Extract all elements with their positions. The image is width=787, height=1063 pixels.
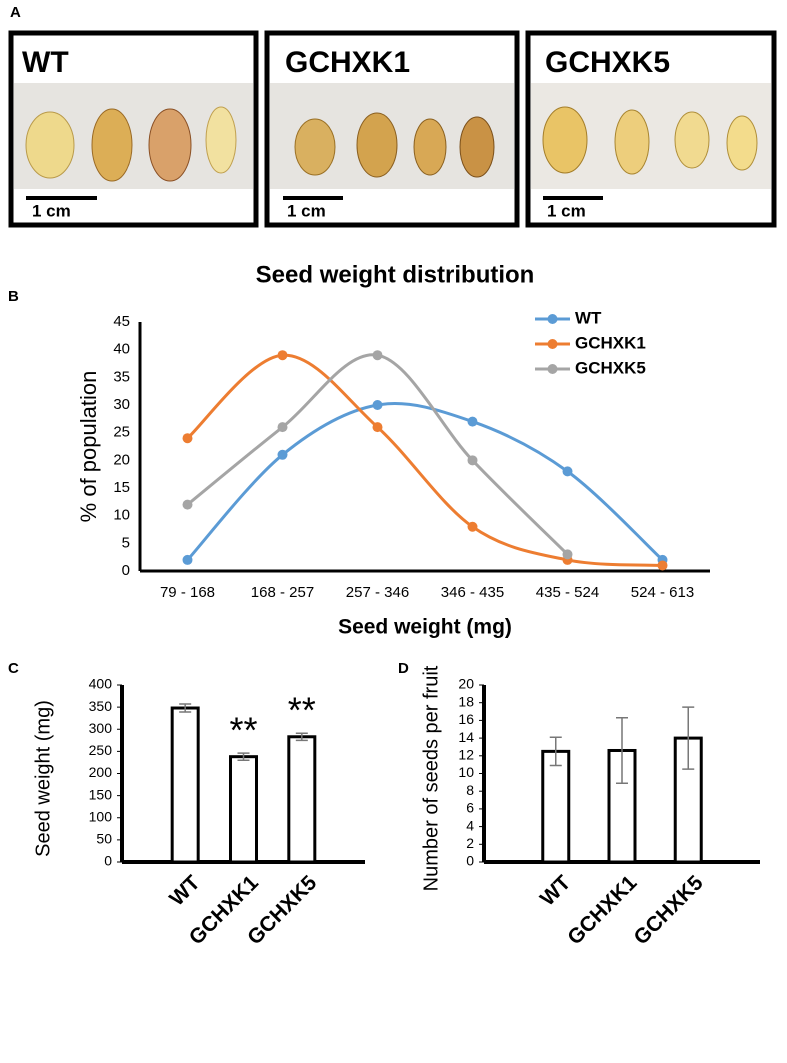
y-tick-label: 35 [113, 368, 130, 385]
legend-label: WT [575, 308, 602, 327]
photo-label: WT [22, 46, 69, 79]
y-tick-label: 200 [89, 764, 113, 780]
y-tick-label: 0 [104, 853, 112, 869]
y-tick-label: 14 [458, 729, 474, 745]
data-point [467, 455, 478, 466]
y-tick-label: 10 [113, 507, 130, 524]
photo-label: GCHXK1 [285, 46, 410, 79]
photo-label: GCHXK5 [545, 46, 670, 79]
x-tick-label: GCHXK1 [563, 871, 641, 949]
scale-bar-label: 1 cm [547, 201, 586, 220]
scale-bar-label: 1 cm [32, 201, 71, 220]
y-tick-label: 40 [113, 341, 130, 358]
data-point [277, 422, 288, 433]
data-point [562, 549, 573, 560]
x-tick-label: 79 - 168 [160, 584, 215, 601]
y-tick-label: 25 [113, 424, 130, 441]
bar [170, 706, 200, 864]
significance-label: ** [288, 690, 316, 731]
y-tick-label: 150 [89, 786, 113, 802]
y-tick-label: 50 [96, 831, 112, 847]
error-bar [549, 736, 562, 767]
bar [287, 735, 317, 864]
x-tick-label: WT [165, 871, 204, 910]
y-tick-label: 250 [89, 742, 113, 758]
x-tick-label: 168 - 257 [251, 584, 314, 601]
error-bar [616, 716, 628, 784]
legend-swatch [547, 314, 558, 324]
y-tick-label: 18 [458, 693, 474, 709]
y-tick-label: 0 [122, 562, 130, 579]
panel-label: B [8, 288, 19, 305]
legend-swatch [547, 339, 558, 349]
y-axis-title: Number of seeds per fruit [420, 665, 442, 891]
data-point [182, 499, 193, 510]
photo-panel: WT 1 cm GCHXK1 1 cm GCHXK5 1 cm [8, 30, 777, 228]
bar [541, 749, 571, 864]
legend-label: GCHXK5 [575, 358, 646, 377]
y-tick-label: 20 [113, 451, 130, 468]
y-tick-label: 400 [89, 676, 113, 692]
series-line [186, 353, 569, 556]
data-point [467, 521, 478, 532]
significance-label: ** [229, 710, 257, 751]
data-point [562, 466, 573, 477]
x-tick-label: 524 - 613 [631, 584, 694, 601]
y-tick-label: 8 [466, 782, 474, 798]
panel-label: D [398, 660, 409, 677]
data-point [657, 560, 668, 571]
y-tick-label: 5 [122, 534, 130, 551]
data-point [277, 449, 288, 460]
y-tick-label: 10 [458, 764, 474, 780]
data-point [467, 416, 478, 427]
series-line [186, 402, 664, 562]
x-tick-label: WT [536, 871, 575, 910]
data-point [372, 350, 383, 361]
y-tick-label: 0 [466, 853, 474, 869]
x-axis-title: Seed weight (mg) [338, 616, 512, 639]
error-bar [179, 703, 192, 713]
y-axis-title: Seed weight (mg) [32, 700, 54, 857]
y-tick-label: 20 [458, 676, 474, 692]
y-tick-label: 2 [466, 835, 474, 851]
y-axis-title: % of population [76, 371, 101, 523]
x-tick-label: 435 - 524 [536, 584, 599, 601]
y-tick-label: 6 [466, 800, 474, 816]
x-tick-label: GCHXK5 [630, 871, 708, 949]
y-tick-label: 30 [113, 396, 130, 413]
x-tick-label: 257 - 346 [346, 584, 409, 601]
y-tick-label: 350 [89, 698, 113, 714]
bar [229, 755, 258, 864]
error-bar [237, 752, 250, 761]
series-line [186, 353, 663, 567]
y-tick-label: 12 [458, 747, 474, 763]
scale-bar-label: 1 cm [287, 201, 326, 220]
data-point [277, 350, 288, 361]
y-tick-label: 100 [89, 808, 113, 824]
y-tick-label: 45 [113, 313, 130, 330]
panel-label: C [8, 660, 19, 677]
x-tick-label: 346 - 435 [441, 584, 504, 601]
data-point [182, 433, 193, 444]
error-bar [295, 732, 308, 742]
data-point [372, 422, 383, 433]
data-point [182, 554, 193, 565]
legend-swatch [547, 364, 558, 374]
chart-title: Seed weight distribution [256, 261, 535, 288]
error-bar [682, 706, 695, 770]
y-tick-label: 300 [89, 720, 113, 736]
legend-label: GCHXK1 [575, 333, 646, 352]
y-tick-label: 16 [458, 711, 474, 727]
data-point [372, 400, 383, 410]
y-tick-label: 4 [466, 817, 474, 833]
y-tick-label: 15 [113, 479, 130, 496]
panel-label: A [10, 4, 21, 21]
